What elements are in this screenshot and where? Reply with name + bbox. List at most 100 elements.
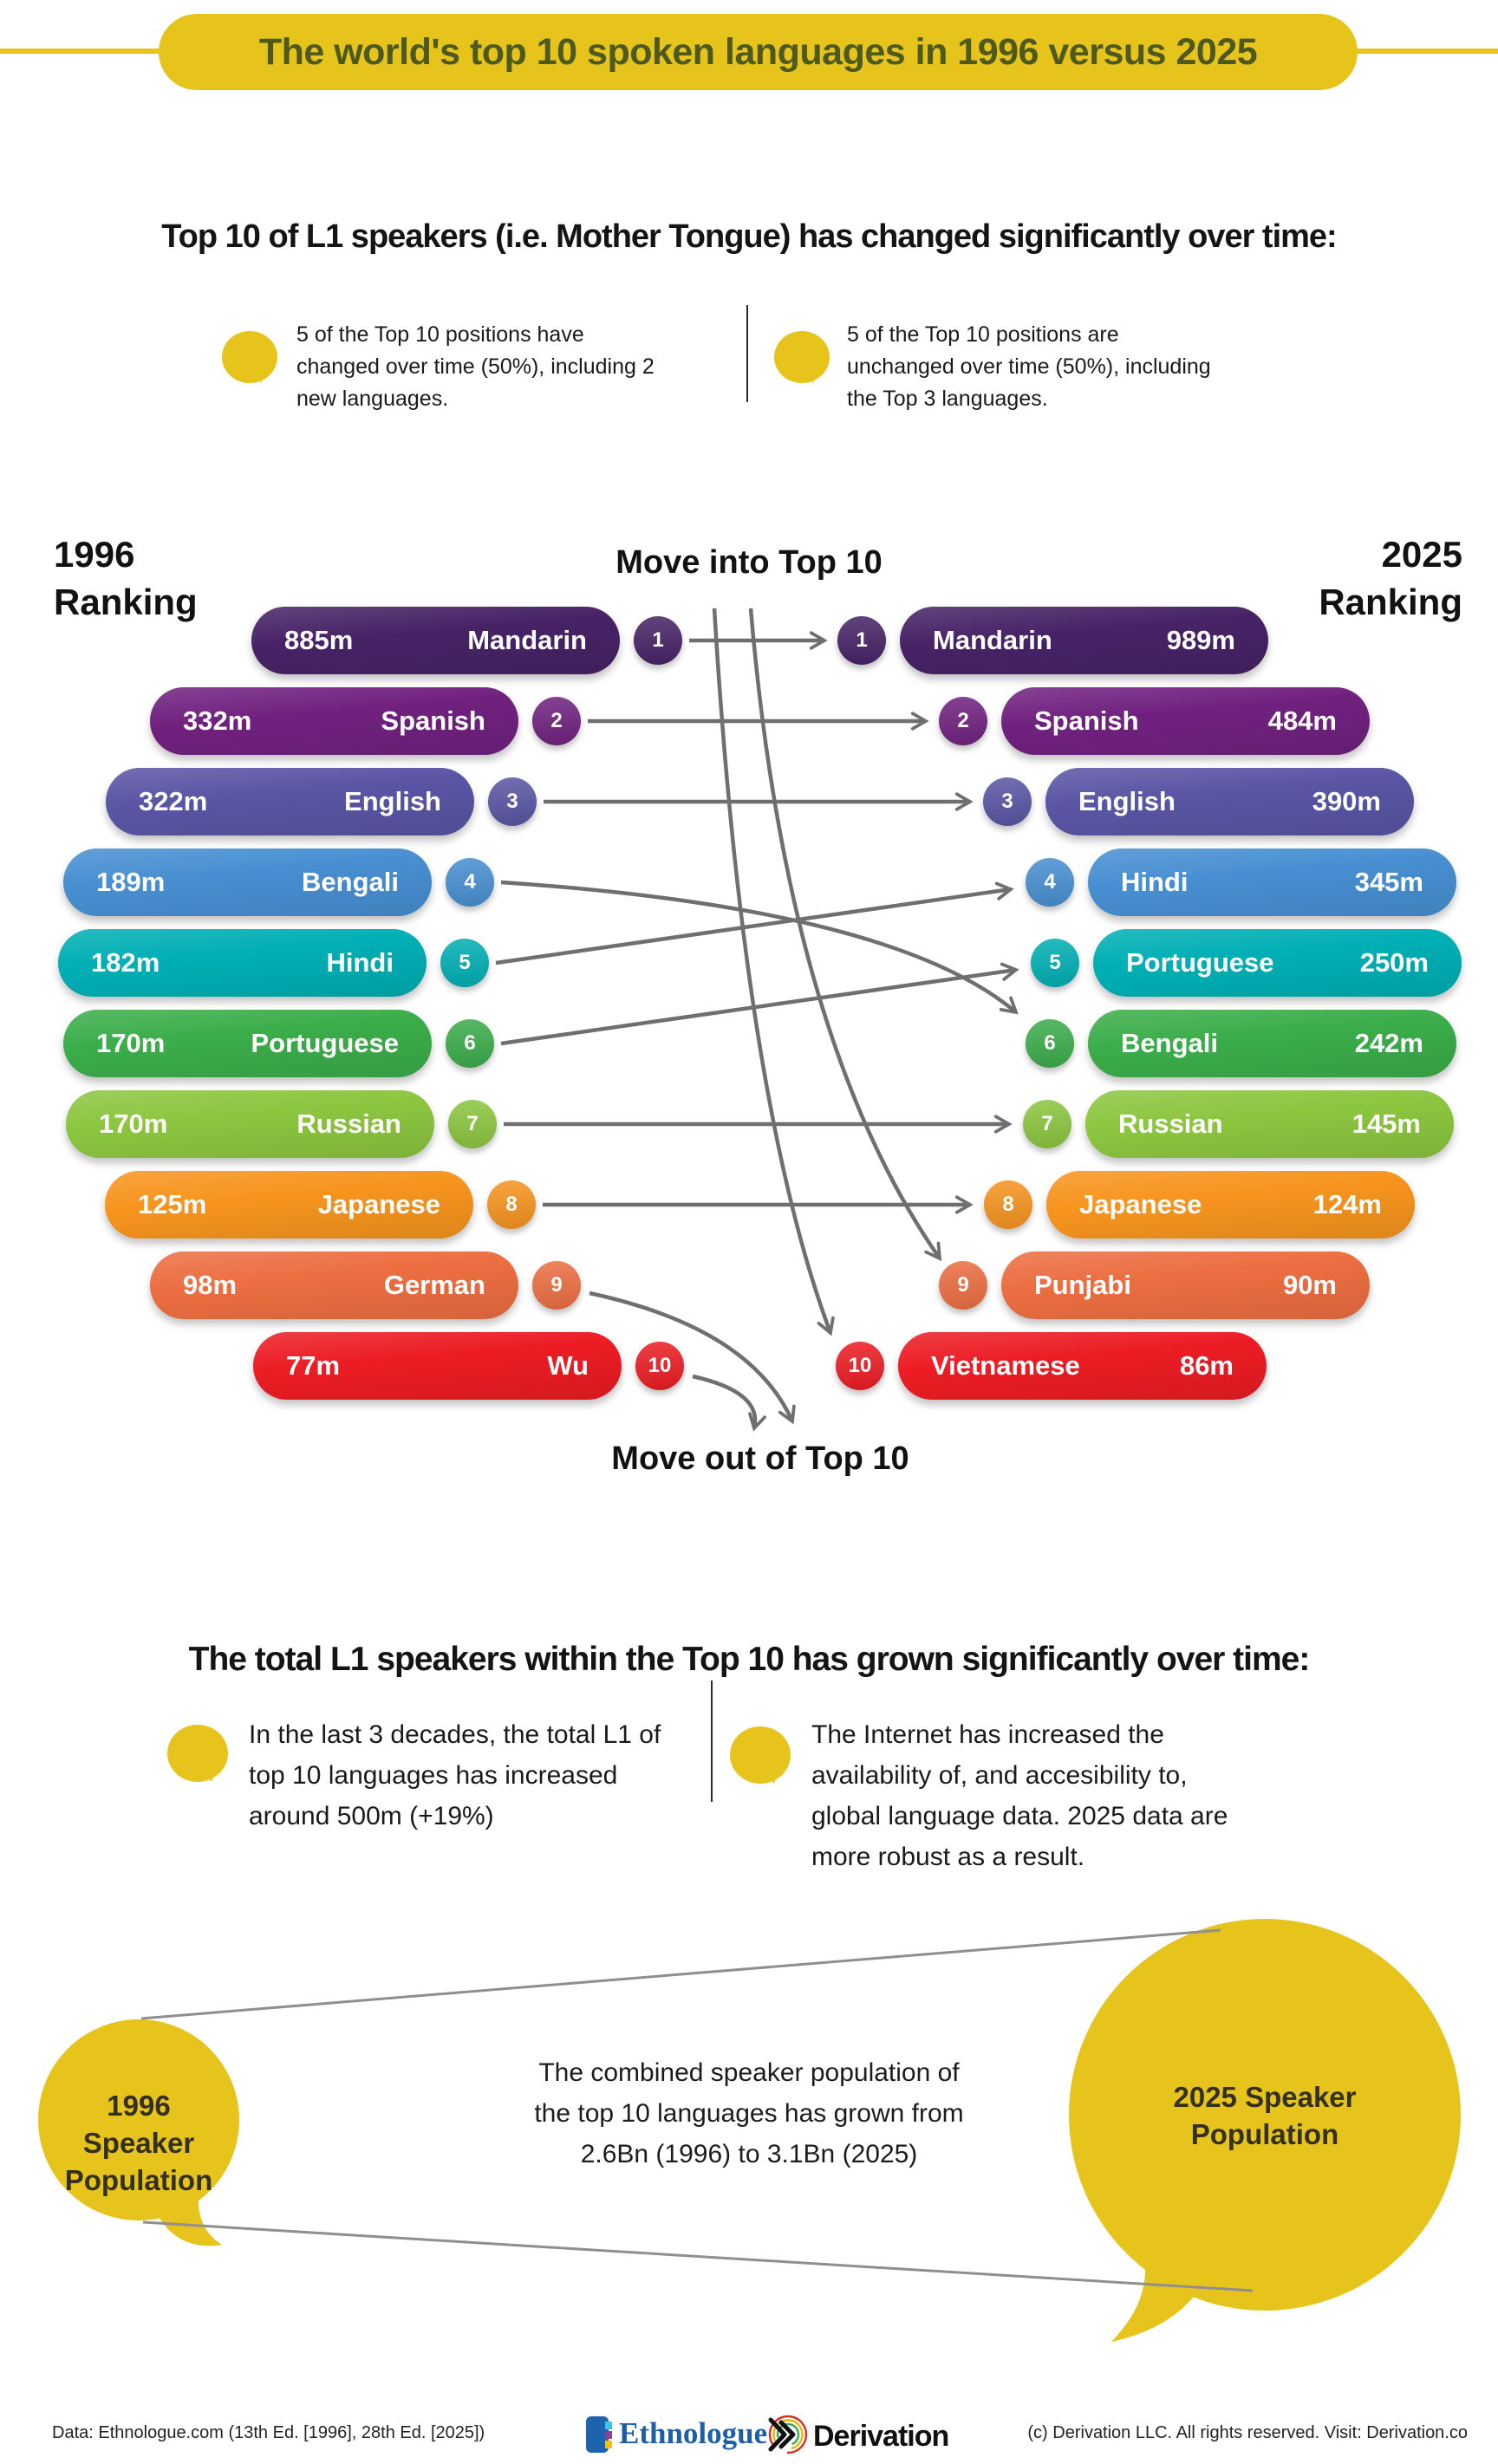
- rank-number: 9: [550, 1273, 563, 1297]
- label-1996: 1996: [54, 534, 135, 575]
- pill-1996-hindi: 182m Hindi: [58, 929, 427, 997]
- pill-speakers: 98m: [183, 1270, 238, 1300]
- label-ranking-right: Ranking: [1319, 582, 1462, 622]
- rank-number: 10: [848, 1354, 872, 1377]
- rank-number: 7: [466, 1112, 479, 1135]
- pill-speakers: 170m: [99, 1108, 168, 1139]
- rank-number: 3: [1001, 790, 1013, 813]
- pill-2025-japanese: Japanese 124m: [1046, 1171, 1415, 1239]
- rank-circle-2025-3: 3: [983, 777, 1032, 826]
- pill-speakers: 242m: [1354, 1028, 1423, 1058]
- section1-divider: [746, 305, 748, 402]
- rank-number: 2: [957, 709, 969, 732]
- arrow-move-in-punjabi: [748, 608, 942, 1262]
- label-move-into-top10: Move into Top 10: [615, 544, 883, 581]
- pill-1996-german: 98m German: [150, 1252, 518, 1319]
- pill-speakers: 77m: [286, 1350, 341, 1381]
- pill-1996-spanish: 332m Spanish: [150, 687, 518, 755]
- ethnologue-logo-text: Ethnologue: [619, 2416, 768, 2450]
- speech-bubble-icon: [774, 331, 830, 383]
- pill-language: Spanish: [1034, 705, 1139, 736]
- population-label-2025: 2025 Speaker Population: [1173, 2081, 1357, 2150]
- rank-number: 8: [1002, 1193, 1014, 1216]
- pill-language: German: [383, 1270, 485, 1300]
- section2-heading: The total L1 speakers within the Top 10 …: [188, 1641, 1311, 1678]
- pill-2025-english: English 390m: [1045, 768, 1414, 835]
- pill-2025-punjabi: Punjabi 90m: [1001, 1252, 1370, 1319]
- pill-language: Portuguese: [1126, 947, 1274, 978]
- ethnologue-logo-icon: [586, 2416, 612, 2453]
- pill-2025-portuguese: Portuguese 250m: [1093, 929, 1462, 997]
- pill-2025-bengali: Bengali 242m: [1088, 1010, 1456, 1077]
- label-move-out-of-top10: Move out of Top 10: [611, 1440, 909, 1477]
- rank-circle-1996-6: 6: [446, 1019, 494, 1068]
- rank-number: 4: [1044, 870, 1056, 894]
- pill-language: English: [344, 786, 441, 816]
- pill-language: Portuguese: [251, 1028, 399, 1058]
- arrow-bengali-4-to-6: [500, 880, 1019, 1015]
- rank-circle-2025-7: 7: [1023, 1100, 1071, 1148]
- pill-language: Mandarin: [467, 625, 587, 655]
- pill-1996-wu: 77m Wu: [253, 1332, 622, 1400]
- rank-number: 2: [550, 709, 563, 732]
- data-source-text: Data: Ethnologue.com (13th Ed. [1996], 2…: [52, 2423, 485, 2442]
- pill-language: Mandarin: [933, 625, 1052, 655]
- arrow-move-out-wu: [692, 1374, 766, 1432]
- pill-1996-russian: 170m Russian: [66, 1090, 434, 1158]
- speech-bubble-icon: [730, 1726, 791, 1784]
- derivation-logo-text: Derivation: [813, 2420, 949, 2453]
- pill-speakers: 145m: [1351, 1108, 1421, 1139]
- pill-language: Russian: [1118, 1108, 1223, 1139]
- rank-number: 4: [464, 870, 476, 894]
- pill-language: Bengali: [1121, 1028, 1218, 1058]
- arrow-hindi-5-to-4: [495, 881, 1014, 965]
- section1-note-right: 5 of the Top 10 positions are unchanged …: [847, 322, 1211, 411]
- rank-circle-2025-2: 2: [939, 697, 987, 745]
- pill-language: Spanish: [381, 705, 485, 736]
- pill-2025-russian: Russian 145m: [1085, 1090, 1454, 1158]
- section1-note-left: 5 of the Top 10 positions have changed o…: [296, 322, 655, 411]
- pill-2025-vietnamese: Vietnamese 86m: [898, 1332, 1267, 1400]
- section2-divider: [711, 1681, 713, 1802]
- pill-1996-japanese: 125m Japanese: [105, 1171, 473, 1239]
- pill-2025-spanish: Spanish 484m: [1001, 687, 1370, 755]
- section1-heading: Top 10 of L1 speakers (i.e. Mother Tongu…: [161, 218, 1337, 255]
- pill-2025-mandarin: Mandarin 989m: [900, 607, 1268, 674]
- pill-speakers: 125m: [138, 1189, 207, 1219]
- pill-speakers: 170m: [96, 1028, 166, 1058]
- copyright-text: (c) Derivation LLC. All rights reserved.…: [1027, 2423, 1468, 2442]
- rank-circle-2025-9: 9: [939, 1261, 987, 1310]
- pill-1996-portuguese: 170m Portuguese: [63, 1010, 432, 1077]
- pill-speakers: 345m: [1354, 867, 1423, 897]
- label-2025-ranking: 2025 Ranking: [1319, 530, 1462, 626]
- population-label-1996: 1996 Speaker Population: [64, 2090, 213, 2196]
- pill-speakers: 182m: [91, 947, 160, 978]
- rank-circle-1996-9: 9: [532, 1261, 581, 1310]
- rank-circle-1996-10: 10: [635, 1342, 684, 1390]
- rank-circle-1996-8: 8: [487, 1180, 536, 1229]
- rank-number: 7: [1041, 1112, 1053, 1135]
- pill-language: English: [1078, 786, 1176, 816]
- pill-language: Russian: [296, 1108, 401, 1139]
- pill-speakers: 484m: [1267, 705, 1337, 736]
- rank-number: 9: [957, 1273, 969, 1297]
- page-title: The world's top 10 spoken languages in 1…: [258, 30, 1258, 73]
- rank-circle-2025-6: 6: [1026, 1019, 1074, 1068]
- speech-bubble-icon: [222, 331, 277, 383]
- rank-circle-1996-5: 5: [440, 939, 489, 987]
- rank-number: 8: [505, 1193, 518, 1216]
- pill-speakers: 90m: [1282, 1270, 1337, 1300]
- rank-circle-2025-10: 10: [836, 1342, 884, 1390]
- pill-language: Hindi: [1121, 867, 1189, 897]
- rank-circle-1996-3: 3: [488, 777, 537, 826]
- pill-speakers: 885m: [284, 625, 354, 655]
- section2-note-right: The Internet has increased the availabil…: [811, 1720, 1228, 1871]
- label-2025: 2025: [1381, 534, 1462, 575]
- pill-speakers: 332m: [183, 705, 252, 736]
- section2-note-left: In the last 3 decades, the total L1 of t…: [249, 1720, 661, 1830]
- rank-circle-2025-8: 8: [984, 1180, 1032, 1229]
- rank-number: 1: [652, 628, 664, 652]
- rank-number: 6: [1044, 1031, 1056, 1055]
- arrow-portuguese-6-to-5: [500, 962, 1019, 1046]
- rank-number: 3: [506, 790, 518, 813]
